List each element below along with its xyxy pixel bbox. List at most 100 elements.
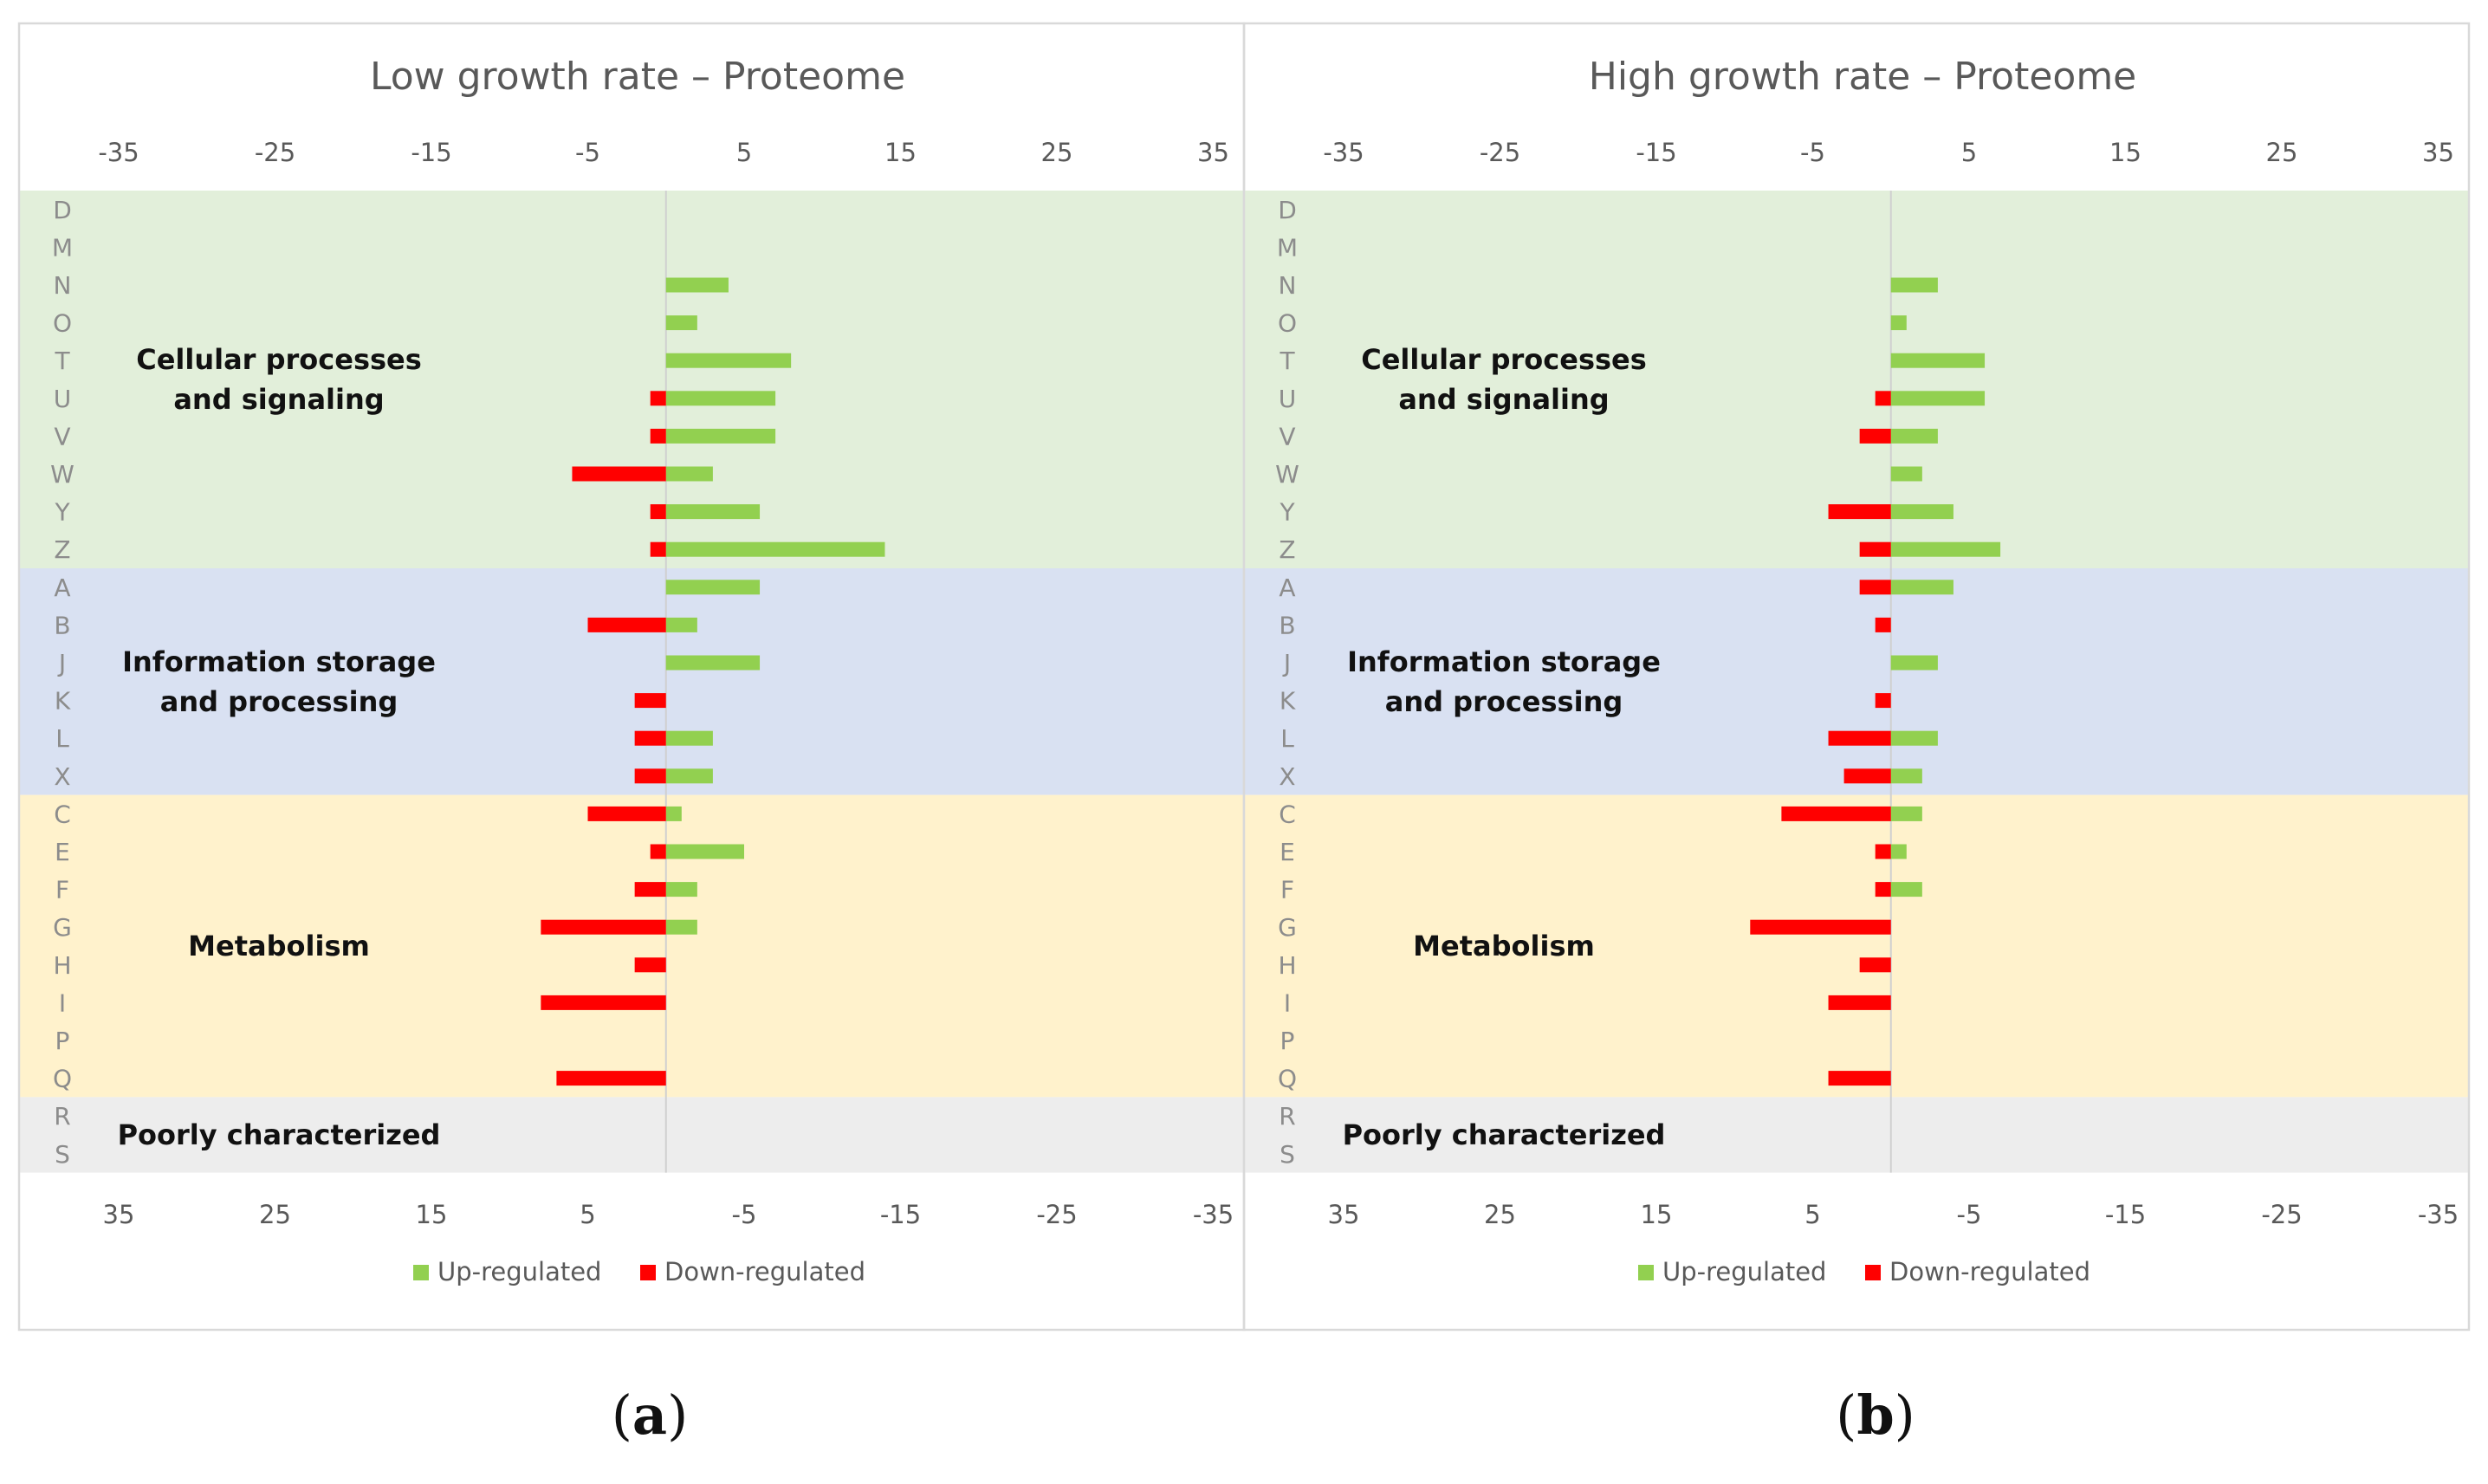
group-label: and processing <box>1385 685 1623 718</box>
category-label: D <box>1278 196 1297 224</box>
category-label: Z <box>54 535 70 564</box>
group-label: Cellular processes <box>136 343 422 376</box>
up-bar-E <box>665 844 744 859</box>
group-band-3 <box>1245 1097 2468 1173</box>
top-tick-label: -25 <box>255 138 295 167</box>
chart-title: High growth rate – Proteome <box>1589 55 2137 99</box>
up-bar-U <box>665 391 776 406</box>
group-band-2 <box>1245 794 2468 1098</box>
down-bar-C <box>587 806 666 821</box>
group-band-1 <box>20 568 1243 795</box>
chart-title: Low growth rate – Proteome <box>370 55 905 99</box>
up-bar-C <box>1890 806 1922 821</box>
bottom-tick-label: 35 <box>1328 1200 1360 1229</box>
group-label: Poorly characterized <box>118 1118 441 1151</box>
legend-label: Down-regulated <box>664 1257 865 1286</box>
legend-swatch <box>413 1265 429 1280</box>
category-label: Q <box>53 1065 72 1093</box>
group-label: and signaling <box>173 383 384 416</box>
category-label: B <box>1279 611 1295 639</box>
bottom-tick-label: 5 <box>580 1200 595 1229</box>
category-label: Q <box>1278 1065 1297 1093</box>
group-label: Poorly characterized <box>1343 1118 1666 1151</box>
category-label: E <box>1280 838 1295 866</box>
down-bar-E <box>650 844 666 859</box>
category-label: W <box>1275 460 1299 489</box>
up-bar-N <box>665 277 729 293</box>
up-bar-X <box>665 768 713 784</box>
down-bar-I <box>1828 995 1891 1010</box>
down-bar-Y <box>650 504 666 520</box>
group-label: Information storage <box>1347 645 1661 678</box>
top-tick-label: 25 <box>2266 138 2298 167</box>
up-bar-J <box>665 655 761 671</box>
up-bar-O <box>1890 315 1907 331</box>
group-band-2 <box>20 794 1243 1098</box>
category-label: H <box>53 951 71 980</box>
top-tick-label: 5 <box>736 138 752 167</box>
bottom-tick-label: 25 <box>1484 1200 1516 1229</box>
down-bar-B <box>587 617 666 632</box>
top-tick-label: 35 <box>2422 138 2454 167</box>
down-bar-A <box>1859 580 1891 595</box>
up-bar-F <box>1890 882 1922 898</box>
up-bar-O <box>665 315 697 331</box>
category-label: A <box>54 574 70 602</box>
up-bar-V <box>665 428 776 444</box>
down-bar-G <box>1750 919 1891 935</box>
bottom-tick-label: 35 <box>103 1200 135 1229</box>
up-bar-T <box>1890 353 1986 368</box>
bottom-tick-label: -35 <box>1193 1200 1234 1229</box>
up-bar-F <box>665 882 697 898</box>
up-bar-Z <box>1890 541 2001 557</box>
category-label: V <box>54 422 70 450</box>
top-tick-label: -35 <box>98 138 139 167</box>
up-bar-Y <box>665 504 761 520</box>
legend-label: Up-regulated <box>437 1257 601 1286</box>
bottom-tick-label: 15 <box>1641 1200 1673 1229</box>
down-bar-U <box>1875 391 1891 406</box>
top-tick-label: -25 <box>1480 138 1520 167</box>
category-label: I <box>59 988 66 1017</box>
category-label: L <box>1280 724 1294 753</box>
up-bar-V <box>1890 428 1938 444</box>
top-tick-label: -15 <box>1636 138 1676 167</box>
down-bar-H <box>1859 957 1891 973</box>
top-tick-label: 5 <box>1961 138 1977 167</box>
group-band-1 <box>1245 568 2468 795</box>
down-bar-L <box>634 730 666 746</box>
down-bar-Y <box>1828 504 1891 520</box>
up-bar-A <box>665 580 761 595</box>
down-bar-Z <box>1859 541 1891 557</box>
bottom-tick-label: 25 <box>259 1200 291 1229</box>
category-label: T <box>1279 347 1295 375</box>
category-label: N <box>54 271 72 300</box>
down-bar-Q <box>556 1071 666 1086</box>
down-bar-G <box>541 919 666 935</box>
down-bar-C <box>1781 806 1891 821</box>
down-bar-K <box>634 693 666 709</box>
category-label: C <box>1279 800 1296 828</box>
top-tick-label: 35 <box>1197 138 1229 167</box>
category-label: U <box>54 385 72 413</box>
down-bar-E <box>1875 844 1891 859</box>
group-label: Cellular processes <box>1361 343 1647 376</box>
legend-label: Up-regulated <box>1662 1257 1826 1286</box>
up-bar-L <box>1890 730 1938 746</box>
legend-label: Down-regulated <box>1889 1257 2090 1286</box>
up-bar-W <box>665 466 713 482</box>
down-bar-Q <box>1828 1071 1891 1086</box>
category-label: A <box>1279 574 1295 602</box>
category-label: V <box>1279 422 1295 450</box>
category-label: N <box>1279 271 1297 300</box>
category-label: S <box>1280 1140 1295 1169</box>
up-bar-N <box>1890 277 1938 293</box>
group-band-0 <box>20 191 1243 568</box>
group-label: and signaling <box>1398 383 1609 416</box>
bottom-tick-label: -15 <box>880 1200 921 1229</box>
up-bar-B <box>665 617 697 632</box>
subfigure-label: (b) <box>1836 1384 1915 1447</box>
category-label: L <box>55 724 69 753</box>
up-bar-W <box>1890 466 1922 482</box>
